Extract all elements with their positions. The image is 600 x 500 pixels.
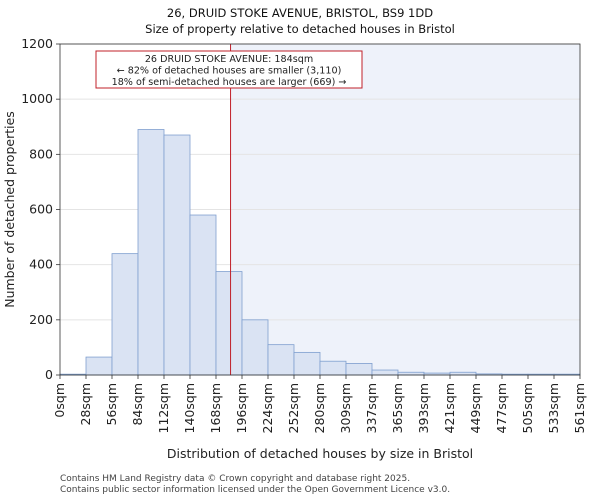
x-tick-label: 449sqm	[468, 383, 483, 433]
histogram-bar	[163, 134, 191, 376]
y-tick-label: 0	[45, 367, 53, 382]
x-axis-label: Distribution of detached houses by size …	[167, 446, 473, 461]
x-tick-label: 533sqm	[546, 383, 561, 433]
x-tick-label: 140sqm	[182, 383, 197, 433]
x-tick-label: 56sqm	[104, 383, 119, 426]
histogram-bar	[267, 344, 295, 376]
x-tick-label: 224sqm	[260, 383, 275, 433]
y-axis-label: Number of detached properties	[2, 111, 17, 308]
histogram-bar	[371, 369, 399, 376]
histogram-bar	[449, 371, 477, 376]
x-tick-label: 168sqm	[208, 383, 223, 433]
x-tick-label: 365sqm	[390, 383, 405, 433]
x-tick-label: 196sqm	[234, 383, 249, 433]
x-tick-label: 252sqm	[286, 383, 301, 433]
histogram-bar	[241, 319, 269, 376]
y-tick-label: 200	[29, 312, 53, 327]
histogram-bar	[319, 360, 347, 376]
histogram-bar	[293, 351, 321, 376]
footer-line-1: Contains HM Land Registry data © Crown c…	[60, 474, 411, 484]
x-tick-label: 477sqm	[494, 383, 509, 433]
histogram-bar	[85, 356, 113, 376]
annotation-box	[95, 50, 363, 89]
x-tick-label: 0sqm	[52, 383, 67, 418]
x-tick-label: 337sqm	[364, 383, 379, 433]
y-tick-label: 600	[29, 202, 53, 217]
histogram-bar	[397, 371, 425, 376]
y-tick-label: 400	[29, 257, 53, 272]
x-tick-label: 421sqm	[442, 383, 457, 433]
x-tick-label: 28sqm	[78, 383, 93, 426]
annotation-line: 18% of semi-detached houses are larger (…	[112, 77, 347, 88]
chart-subtitle: Size of property relative to detached ho…	[145, 22, 455, 36]
x-tick-label: 309sqm	[338, 383, 353, 433]
histogram-chart: 0 200 400 600 800 1000 1200 0sqm 28sqm 56sqm 84sqm…	[2, 36, 587, 461]
chart-title: 26, DRUID STOKE AVENUE, BRISTOL, BS9 1DD	[166, 6, 434, 20]
histogram-bar	[189, 214, 217, 376]
x-tick-label: 280sqm	[312, 383, 327, 433]
x-tick-label: 393sqm	[416, 383, 431, 433]
x-tick-label: 84sqm	[130, 383, 145, 426]
histogram-bar	[345, 363, 373, 376]
footer-line-2: Contains public sector information licen…	[60, 485, 451, 495]
histogram-bar	[111, 253, 139, 376]
x-tick-label: 505sqm	[520, 383, 535, 433]
x-tick-label: 112sqm	[156, 383, 171, 433]
histogram-bar	[137, 129, 165, 376]
annotation-line: 26 DRUID STOKE AVENUE: 184sqm	[145, 54, 313, 65]
y-tick-label: 800	[29, 146, 53, 161]
y-tick-label: 1000	[21, 91, 53, 106]
x-tick-label: 561sqm	[572, 383, 587, 433]
y-tick-label: 1200	[21, 36, 53, 51]
histogram-bar	[215, 271, 243, 376]
annotation-line: ← 82% of detached houses are smaller (3,…	[117, 66, 342, 77]
